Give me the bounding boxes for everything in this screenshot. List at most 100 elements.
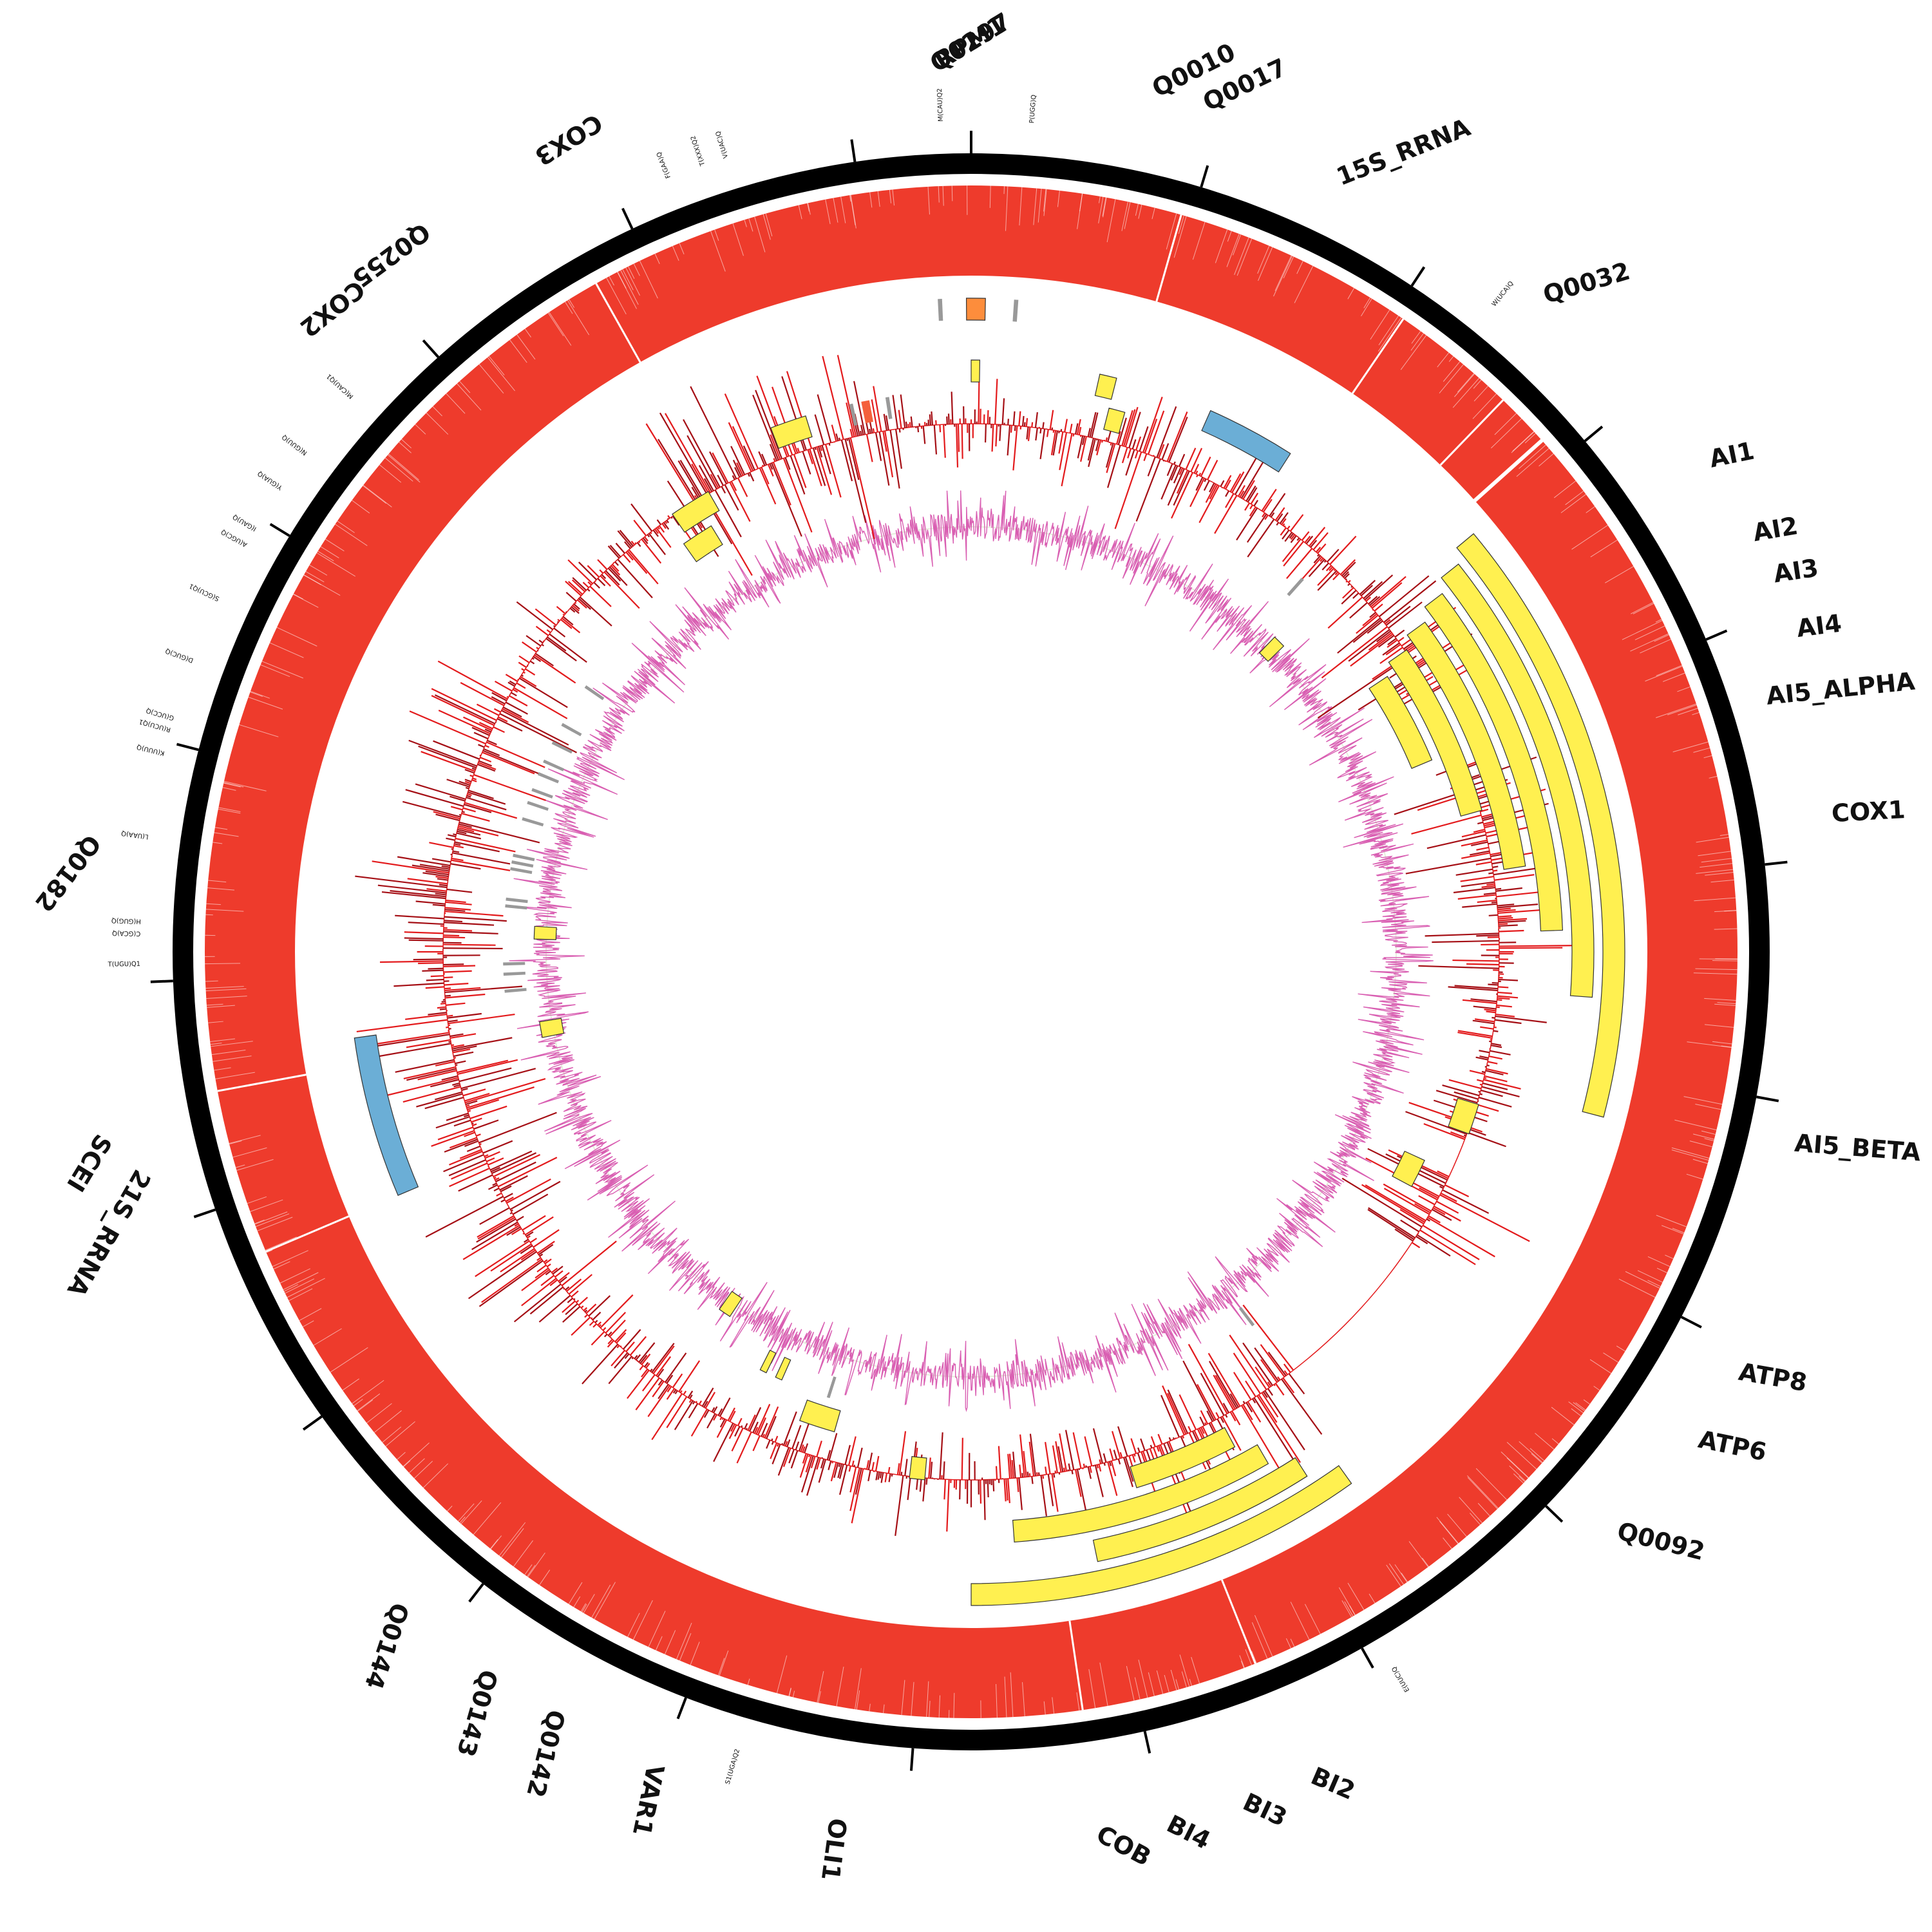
gc-skew-bar [1162,460,1165,462]
gene-label-q0142: Q0142 [521,1707,571,1801]
coverage-dip [732,223,744,256]
gc-skew-bar [459,1149,482,1159]
gc-skew-bar [641,538,662,564]
coverage-dip [413,1461,433,1479]
gene-label-ai1: AI1 [1707,437,1756,473]
gc-skew-bar [377,884,447,894]
coverage-dip [1294,265,1314,303]
gc-skew-bar [866,1460,869,1470]
coverage-dip [207,1005,235,1008]
gc-skew-bar [1455,868,1493,876]
coverage-dip [357,1393,381,1411]
coverage-gap [595,283,641,363]
gc-skew-bar [571,1316,591,1336]
coverage-dip [617,272,637,309]
gc-skew-bar [1484,1009,1497,1012]
coverage-dip [672,245,679,261]
gc-skew-bar [582,592,585,594]
gc-skew-bar [516,601,553,630]
coverage-dip [1437,352,1450,368]
coverage-dip [283,1272,319,1291]
gc-skew-bar [1081,435,1086,446]
gc-skew-bar [452,1082,460,1086]
gc-skew-bar [880,1472,884,1483]
gc-skew-bar [737,1417,743,1426]
gc-skew-bar [1078,426,1082,435]
gc-skew-bar [463,716,493,732]
gc-skew-bar [439,884,448,887]
coverage-dip [1551,1406,1575,1425]
coverage-dip [1509,1465,1526,1482]
gc-skew-bar [1016,1477,1019,1492]
gc-skew-bar [672,1389,677,1394]
coverage-dip [527,1552,545,1578]
gc-skew-bar [1058,1472,1061,1475]
gc-skew-bar [1231,1410,1241,1426]
gc-skew-bar [493,726,505,734]
gc-skew-bar [446,1002,466,1006]
coverage-gap [1155,214,1182,302]
feature-atp6-block [1448,1097,1479,1135]
coverage-dip [1694,897,1736,902]
gc-skew-bar [509,1180,561,1211]
gc-skew-bar [1349,601,1368,619]
coverage-dip [1701,1130,1716,1135]
coverage-dip [609,276,614,286]
gc-skew-bar [816,446,833,495]
coverage-dip [1341,1600,1352,1618]
gc-skew-bar [1442,1084,1480,1097]
gc-skew-bar [459,781,471,786]
coverage-dip [1156,1670,1164,1694]
gc-skew-bar [1383,1188,1430,1215]
coverage-dip [1712,1041,1732,1045]
coverage-dip [1466,1475,1499,1509]
gc-skew-bar [1225,1414,1228,1418]
coverage-dip [817,1671,824,1703]
gc-skew-bar [511,1209,513,1212]
gc-skew-bar [1344,573,1350,579]
gc-skew-bar [527,1235,531,1239]
position-tick [1361,1647,1374,1669]
gc-skew-bar [1490,1045,1502,1048]
coverage-dip [676,1622,692,1660]
gc-skew-bar [437,1006,446,1009]
gc-skew-bar [526,1231,534,1237]
coverage-dip [1695,968,1738,971]
gc-skew-bar [891,1473,893,1477]
gc-skew-bar [1493,1026,1497,1028]
gc-skew-bar [531,657,535,660]
gc-skew-bar [1267,1351,1287,1376]
gc-skew-bar [791,1425,802,1449]
gc-skew-bar [1305,535,1314,545]
gc-skew-bar [1059,432,1068,470]
gc-skew-bar [867,1452,873,1470]
gc-skew-bar [448,1013,515,1025]
gc-skew-bar [506,1178,551,1204]
gc-skew-bar [565,592,577,602]
gc-skew-bar [1419,1229,1476,1265]
coverage-dip [1516,448,1549,477]
gc-skew-bar [441,865,450,868]
gc-skew-bar [782,1448,791,1468]
gc-skew-bar [1162,1385,1185,1435]
gc-skew-bar [616,1345,620,1349]
gc-skew-bar [788,1449,795,1464]
coverage-dip [1590,539,1618,558]
gc-skew-bar [445,899,466,904]
gc-skew-bar [533,656,542,663]
gc-skew-bar [505,1197,514,1202]
coverage-dip [1344,1601,1354,1616]
coverage-dip [325,538,345,552]
coverage-dip [996,1684,998,1718]
gc-skew-bar [1168,416,1188,463]
position-tick [193,1208,216,1218]
coverage-dip [309,564,328,576]
coverage-dip [1531,1453,1542,1464]
gc-skew-bar [1426,834,1486,849]
gc-skew-bar [1054,1470,1057,1473]
gc-skew-bar [1387,638,1397,645]
gc-skew-bar [1229,1411,1236,1422]
gc-skew-bar [443,936,466,939]
gc-skew-bar [1133,1454,1136,1457]
gc-skew-bar [1019,1464,1022,1478]
